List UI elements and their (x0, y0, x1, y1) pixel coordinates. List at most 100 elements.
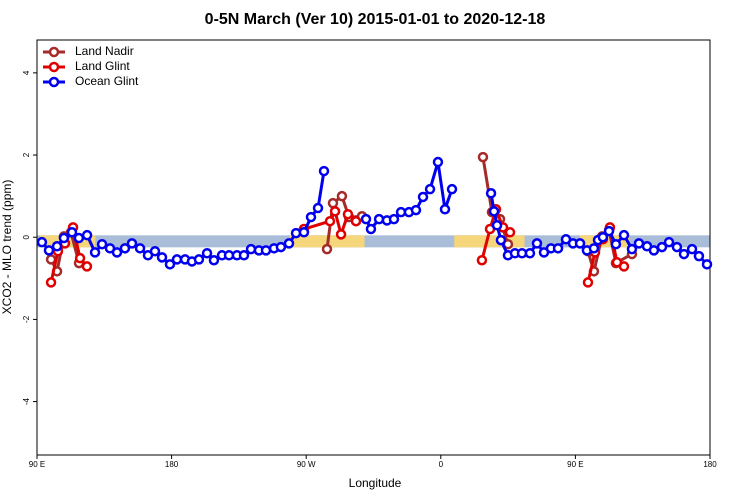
point (327, 197, 339, 209)
point (305, 211, 317, 223)
plot-frame (36, 39, 711, 456)
point (693, 250, 705, 262)
point (89, 247, 101, 258)
point (350, 215, 362, 227)
point (298, 227, 310, 238)
point (686, 243, 698, 255)
point (524, 248, 536, 259)
point (126, 238, 138, 249)
point (663, 236, 675, 248)
point (96, 238, 108, 250)
point (432, 156, 444, 168)
point (318, 165, 330, 177)
point (81, 229, 93, 241)
point (312, 202, 324, 214)
point (671, 241, 683, 253)
point (552, 243, 564, 254)
point (275, 241, 287, 253)
point (504, 227, 516, 238)
point (208, 254, 220, 266)
y-tick-label: 2 (22, 152, 31, 157)
point (324, 215, 336, 227)
point (603, 225, 615, 237)
point (597, 231, 609, 243)
point (678, 248, 690, 260)
point (410, 204, 422, 216)
point (201, 248, 213, 259)
y-tick-label: -2 (22, 315, 31, 323)
x-tick-label: 180 (165, 460, 179, 469)
y-tick-label: -4 (22, 397, 31, 405)
x-tick-label: 0 (439, 460, 444, 469)
point (149, 245, 161, 257)
point (36, 236, 48, 248)
point (417, 191, 429, 203)
point (360, 213, 372, 225)
point (588, 243, 600, 254)
y-axis-label: XCO2 - MLO trend (ppm) (0, 180, 14, 315)
point (134, 243, 146, 254)
x-tick-label: 90 E (567, 460, 583, 469)
point (633, 238, 645, 249)
legend-marker (48, 76, 60, 88)
y-tick-label: 0 (22, 234, 31, 239)
point (43, 245, 55, 256)
y-tick-label: 4 (22, 70, 31, 75)
point (618, 261, 630, 272)
point (45, 254, 57, 265)
point (618, 229, 630, 241)
point (51, 241, 63, 252)
point (610, 238, 622, 250)
point (336, 190, 348, 202)
point (119, 243, 131, 254)
x-tick-label: 90 E (29, 460, 45, 469)
point (446, 183, 458, 195)
x-axis-label: Longitude (349, 476, 402, 490)
point (329, 206, 341, 217)
point (491, 220, 503, 231)
point (531, 238, 543, 249)
point (476, 254, 488, 266)
chart-title: 0-5N March (Ver 10) 2015-01-01 to 2020-1… (205, 11, 546, 28)
point (477, 151, 489, 163)
point (66, 227, 78, 238)
point (582, 277, 594, 288)
legend-label: Ocean Glint (75, 74, 139, 88)
point (45, 277, 57, 288)
point (648, 245, 660, 256)
point (73, 232, 85, 244)
point (335, 229, 347, 240)
x-tick-label: 180 (703, 460, 717, 469)
point (701, 259, 713, 270)
point (58, 232, 70, 244)
point (164, 259, 176, 270)
legend-marker (48, 46, 60, 58)
point (74, 252, 86, 264)
legend-label: Land Glint (75, 59, 130, 73)
legend-label: Land Nadir (75, 44, 134, 58)
point (424, 183, 436, 195)
point (193, 254, 205, 265)
legend-marker (48, 61, 60, 73)
point (321, 243, 333, 255)
point (574, 238, 586, 249)
point (171, 254, 183, 265)
point (373, 213, 385, 225)
point (495, 234, 507, 246)
point (238, 250, 250, 261)
point (488, 206, 500, 217)
point (656, 241, 668, 253)
point (439, 204, 451, 215)
point (156, 252, 168, 263)
point (245, 243, 257, 255)
point (260, 245, 272, 256)
point (365, 223, 377, 235)
x-tick-label: 90 W (297, 460, 316, 469)
point (626, 243, 638, 255)
point (283, 238, 295, 249)
point (81, 261, 93, 272)
point (388, 213, 400, 225)
point (342, 208, 354, 220)
